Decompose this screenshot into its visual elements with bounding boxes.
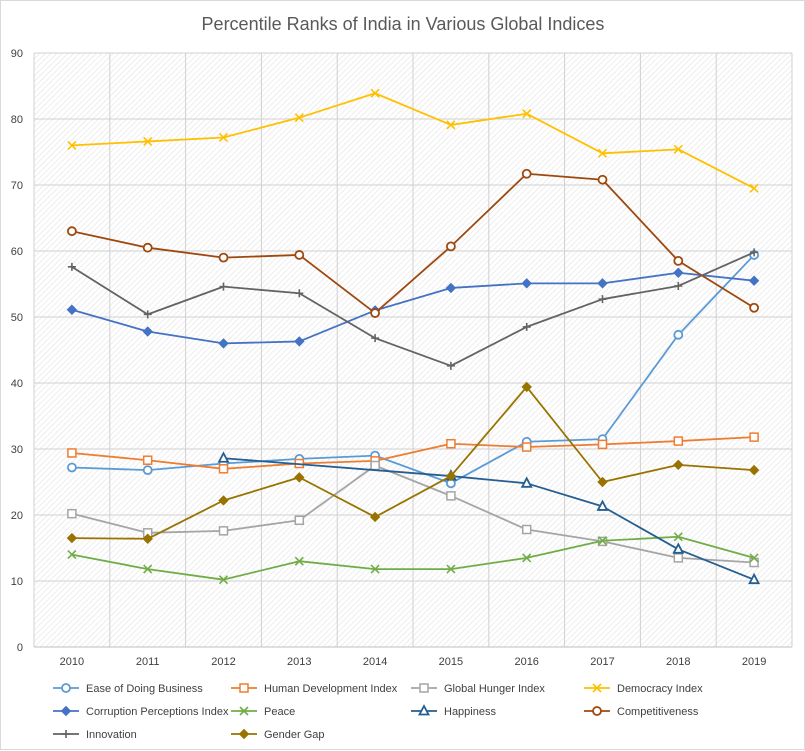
data-point bbox=[674, 257, 682, 265]
x-tick-label: 2019 bbox=[742, 656, 766, 668]
data-point bbox=[523, 443, 531, 451]
y-tick-label: 50 bbox=[11, 312, 23, 324]
data-point bbox=[295, 251, 303, 259]
data-point bbox=[750, 304, 758, 312]
legend-entry: Gender Gap bbox=[231, 729, 325, 741]
data-point bbox=[674, 554, 682, 562]
legend-marker bbox=[240, 684, 248, 692]
data-point bbox=[599, 176, 607, 184]
data-point bbox=[674, 437, 682, 445]
data-point bbox=[68, 449, 76, 457]
data-point bbox=[447, 440, 455, 448]
legend: Ease of Doing Business Human Development … bbox=[53, 683, 703, 741]
data-point bbox=[447, 242, 455, 250]
y-tick-label: 0 bbox=[17, 642, 23, 654]
data-point bbox=[144, 456, 152, 464]
legend-label: Democracy Index bbox=[617, 683, 703, 695]
data-point bbox=[220, 527, 228, 535]
data-point bbox=[144, 244, 152, 252]
y-tick-label: 30 bbox=[11, 444, 23, 456]
y-tick-label: 60 bbox=[11, 246, 23, 258]
legend-entry: Peace bbox=[231, 706, 295, 718]
legend-label: Human Development Index bbox=[264, 683, 398, 695]
legend-entry: Innovation bbox=[53, 729, 137, 741]
legend-entry: Corruption Perceptions Index bbox=[53, 706, 229, 718]
y-tick-label: 70 bbox=[11, 180, 23, 192]
data-point bbox=[68, 510, 76, 518]
legend-entry: Democracy Index bbox=[584, 683, 703, 695]
data-point bbox=[220, 254, 228, 262]
legend-label: Global Hunger Index bbox=[444, 683, 545, 695]
data-point bbox=[295, 516, 303, 524]
x-tick-label: 2012 bbox=[211, 656, 235, 668]
x-tick-label: 2016 bbox=[514, 656, 538, 668]
data-point bbox=[371, 462, 379, 470]
legend-entry: Global Hunger Index bbox=[411, 683, 545, 695]
legend-marker bbox=[420, 706, 429, 715]
data-point bbox=[68, 463, 76, 471]
legend-marker bbox=[62, 730, 70, 738]
data-point bbox=[371, 309, 379, 317]
legend-marker bbox=[420, 684, 428, 692]
legend-marker bbox=[593, 707, 601, 715]
y-tick-label: 20 bbox=[11, 510, 23, 522]
legend-entry: Happiness bbox=[411, 706, 496, 718]
y-tick-label: 80 bbox=[11, 114, 23, 126]
data-point bbox=[144, 466, 152, 474]
legend-label: Happiness bbox=[444, 706, 496, 718]
data-point bbox=[523, 170, 531, 178]
y-tick-label: 40 bbox=[11, 378, 23, 390]
x-tick-label: 2010 bbox=[60, 656, 84, 668]
x-tick-label: 2011 bbox=[136, 656, 160, 668]
data-point bbox=[220, 465, 228, 473]
x-tick-label: 2013 bbox=[287, 656, 311, 668]
legend-entry: Competitiveness bbox=[584, 706, 699, 718]
data-point bbox=[68, 227, 76, 235]
data-point bbox=[750, 433, 758, 441]
legend-label: Competitiveness bbox=[617, 706, 699, 718]
legend-marker bbox=[62, 707, 71, 716]
legend-entry: Ease of Doing Business bbox=[53, 683, 203, 695]
data-point bbox=[447, 492, 455, 500]
legend-marker bbox=[240, 730, 249, 739]
y-tick-label: 10 bbox=[11, 576, 23, 588]
x-tick-label: 2018 bbox=[666, 656, 690, 668]
data-point bbox=[599, 440, 607, 448]
legend-label: Corruption Perceptions Index bbox=[86, 706, 229, 718]
chart-title: Percentile Ranks of India in Various Glo… bbox=[202, 14, 605, 34]
legend-label: Innovation bbox=[86, 729, 137, 741]
legend-entry: Human Development Index bbox=[231, 683, 398, 695]
x-tick-label: 2015 bbox=[439, 656, 463, 668]
data-point bbox=[674, 331, 682, 339]
y-tick-label: 90 bbox=[11, 48, 23, 60]
legend-label: Ease of Doing Business bbox=[86, 683, 203, 695]
legend-marker bbox=[62, 684, 70, 692]
legend-label: Peace bbox=[264, 706, 295, 718]
data-point bbox=[523, 526, 531, 534]
x-tick-label: 2017 bbox=[590, 656, 614, 668]
x-tick-label: 2014 bbox=[363, 656, 387, 668]
legend-label: Gender Gap bbox=[264, 729, 325, 741]
